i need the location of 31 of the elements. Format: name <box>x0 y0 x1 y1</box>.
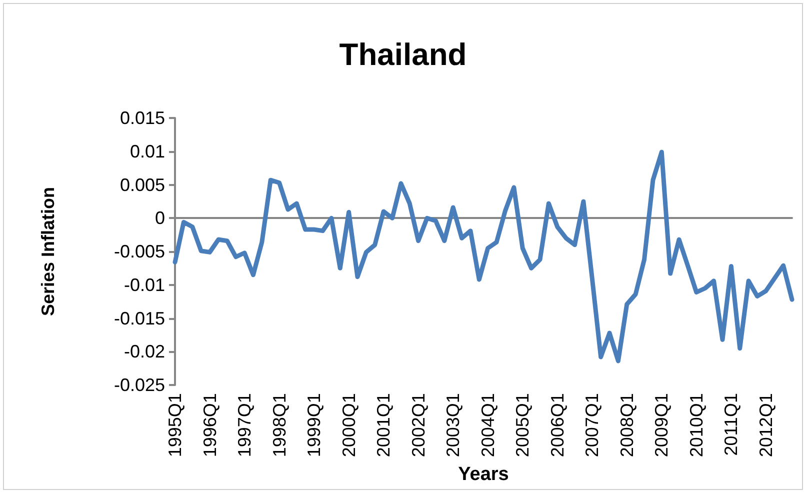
x-tick-label: 2012Q1 <box>756 393 776 458</box>
x-tick-label: 1998Q1 <box>269 393 290 458</box>
x-tick-label: 1995Q1 <box>165 393 185 458</box>
x-tick-label: 1996Q1 <box>200 393 220 458</box>
x-tick-label: 2009Q1 <box>652 393 672 458</box>
x-tick-label: 2005Q1 <box>512 393 533 458</box>
x-tick-label: 1997Q1 <box>234 393 255 458</box>
y-tick-label: -0.02 <box>124 342 165 362</box>
chart-title: Thailand <box>339 37 467 72</box>
x-tick-label: 2006Q1 <box>547 393 568 458</box>
y-tick-label: 0.005 <box>120 174 165 195</box>
y-axis-title: Series Inflation <box>38 187 58 316</box>
x-tick-label: 2011Q1 <box>721 393 742 456</box>
x-tick-label: 2008Q1 <box>616 393 637 458</box>
x-tick-label: 2010Q1 <box>686 393 706 458</box>
x-tick-label: 2002Q1 <box>408 393 428 458</box>
y-tick-label: -0.015 <box>114 308 165 328</box>
y-tick-label: -0.005 <box>114 242 165 262</box>
y-tick-label: 0.015 <box>120 108 165 128</box>
x-tick-label: 1999Q1 <box>304 393 324 458</box>
x-tick-label: 2001Q1 <box>374 393 394 458</box>
line-series <box>172 150 794 364</box>
y-tick-label: 0 <box>154 208 165 228</box>
y-tick-label: 0.01 <box>130 141 165 162</box>
y-tick-label: -0.025 <box>114 375 165 396</box>
x-tick-label: 2007Q1 <box>582 393 602 458</box>
x-axis-title: Years <box>458 464 509 485</box>
y-tick-label: -0.01 <box>124 274 165 295</box>
x-tick-label: 2003Q1 <box>443 393 464 458</box>
x-tick-label: 2004Q1 <box>478 393 498 458</box>
x-tick-label: 2000Q1 <box>338 393 359 458</box>
